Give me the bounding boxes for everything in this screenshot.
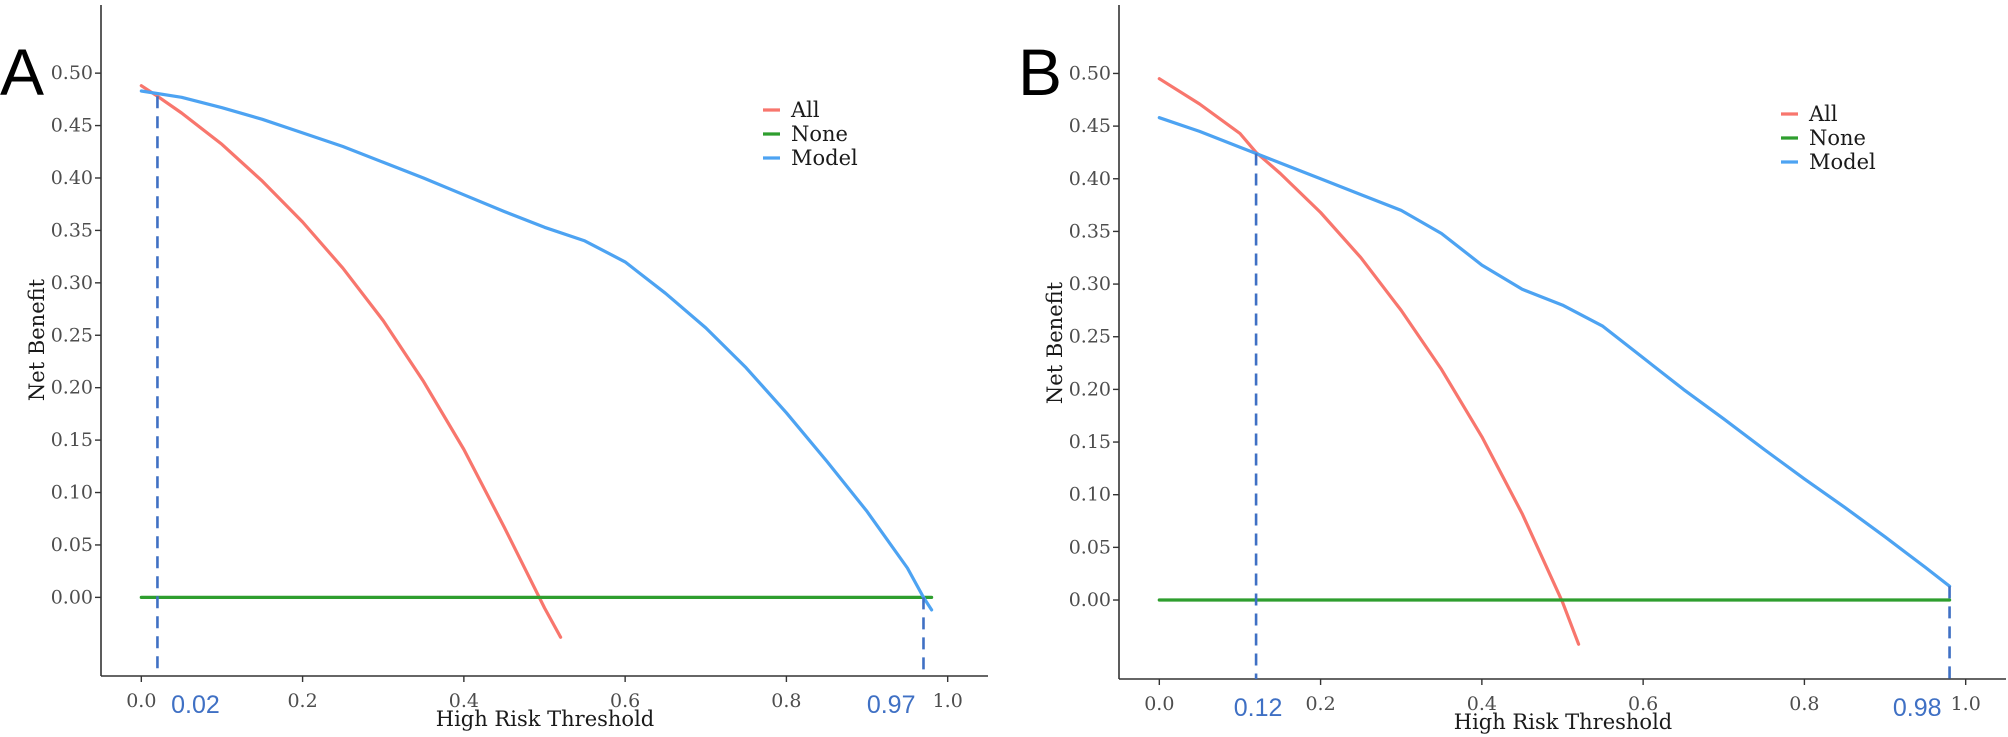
y-tick-label: 0.05 bbox=[1069, 536, 1111, 558]
x-tick-label: 1.0 bbox=[933, 690, 963, 712]
x-tick-label: 0.8 bbox=[1789, 693, 1819, 715]
y-tick-label: 0.50 bbox=[51, 62, 93, 84]
y-tick-label: 0.15 bbox=[1069, 431, 1111, 453]
threshold-label: 0.02 bbox=[171, 691, 220, 719]
threshold-label: 0.98 bbox=[1893, 694, 1942, 722]
y-tick-label: 0.40 bbox=[1069, 168, 1111, 190]
legend-label-all: All bbox=[1808, 102, 1838, 126]
series-line-model bbox=[139, 89, 934, 612]
threshold-label: 0.97 bbox=[867, 691, 916, 719]
x-tick-label: 0.0 bbox=[1144, 693, 1174, 715]
y-tick-label: 0.45 bbox=[1069, 115, 1111, 137]
y-tick-label: 0.30 bbox=[51, 272, 93, 294]
y-tick-label: 0.10 bbox=[1069, 484, 1111, 506]
y-tick-label: 0.45 bbox=[51, 115, 93, 137]
x-tick-label: 0.6 bbox=[1628, 693, 1658, 715]
y-tick-label: 0.25 bbox=[1069, 326, 1111, 348]
y-tick-label: 0.10 bbox=[51, 482, 93, 504]
y-tick-label: 0.05 bbox=[51, 534, 93, 556]
y-tick-label: 0.25 bbox=[51, 324, 93, 346]
y-tick-label: 0.00 bbox=[51, 586, 93, 608]
x-tick-label: 0.4 bbox=[1467, 693, 1497, 715]
x-axis-title: High Risk Threshold bbox=[1454, 710, 1672, 734]
panel-label-a: A bbox=[0, 35, 44, 109]
x-tick-label: 1.0 bbox=[1951, 693, 1981, 715]
legend-label-all: All bbox=[790, 98, 820, 122]
legend-label-none: None bbox=[791, 122, 848, 146]
y-tick-label: 0.35 bbox=[51, 219, 93, 241]
y-tick-label: 0.20 bbox=[51, 377, 93, 399]
x-tick-label: 0.0 bbox=[126, 690, 156, 712]
y-ticks: 0.00 0.05 0.10 0.15 0.20 0.25 0.30 0.35 0.40 0.45… bbox=[1069, 62, 1119, 611]
x-tick-label: 0.2 bbox=[287, 690, 317, 712]
panel-label-b: B bbox=[1018, 35, 1062, 109]
y-tick-label: 0.20 bbox=[1069, 378, 1111, 400]
legend-label-none: None bbox=[1809, 126, 1866, 150]
x-tick-label: 0.4 bbox=[449, 690, 479, 712]
y-tick-label: 0.40 bbox=[51, 167, 93, 189]
series-group bbox=[139, 84, 934, 639]
series-line-all bbox=[139, 84, 563, 639]
series-line-all bbox=[1157, 77, 1581, 646]
y-tick-label: 0.15 bbox=[51, 429, 93, 451]
series-line-model bbox=[1157, 116, 1952, 588]
panel-a: A 0.000.050.100.150.200.250.300.350.400.… bbox=[0, 5, 988, 731]
y-tick-label: 0.00 bbox=[1069, 589, 1111, 611]
y-tick-label: 0.50 bbox=[1069, 62, 1111, 84]
threshold-group: 0.02 0.97 bbox=[156, 96, 925, 719]
y-tick-label: 0.35 bbox=[1069, 220, 1111, 242]
legend-label-model: Model bbox=[1809, 150, 1876, 174]
x-ticks: 0.0 0.2 0.4 0.6 0.8 1.0 bbox=[1144, 679, 1981, 715]
threshold-label: 0.12 bbox=[1234, 694, 1283, 722]
panel-b: B 0.000.050.100.150.200.250.300.350.400.… bbox=[1018, 5, 2006, 734]
legend-label-model: Model bbox=[791, 146, 858, 170]
x-tick-label: 0.2 bbox=[1305, 693, 1335, 715]
x-tick-label: 0.8 bbox=[771, 690, 801, 712]
y-ticks: 0.00 0.05 0.10 0.15 0.20 0.25 0.30 0.35 0.40 0.45… bbox=[51, 62, 101, 608]
x-tick-label: 0.6 bbox=[610, 690, 640, 712]
x-ticks: 0.0 0.2 0.4 0.6 0.8 1.0 bbox=[126, 676, 963, 712]
y-axis-title: Net Benefit bbox=[1043, 281, 1067, 404]
threshold-group: 0.12 0.98 bbox=[1234, 153, 1951, 722]
y-tick-label: 0.30 bbox=[1069, 273, 1111, 295]
series-group bbox=[1157, 77, 1952, 646]
y-axis-title: Net Benefit bbox=[25, 278, 49, 401]
x-axis-title: High Risk Threshold bbox=[436, 707, 654, 731]
